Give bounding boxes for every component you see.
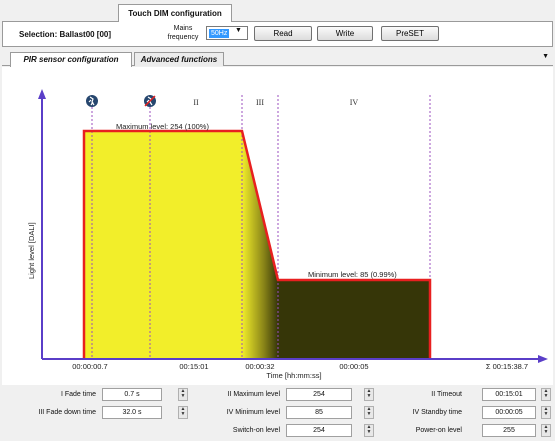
y-axis-label: Light level [DALI]: [27, 222, 36, 279]
tab-pir-sensor-configuration[interactable]: PIR sensor configuration: [10, 52, 132, 67]
mains-label-line2: frequency: [167, 34, 199, 41]
timeout-input[interactable]: 00:15:01: [482, 388, 536, 401]
toolbar: Selection: Ballast00 [00] Mains frequenc…: [2, 21, 553, 47]
chevron-down-icon[interactable]: ▼: [235, 27, 242, 34]
maximum-level-label: II Maximum level: [227, 391, 280, 398]
pir-no-motion-icon: [144, 95, 156, 107]
standby-time-label: IV Standby time: [412, 409, 462, 416]
x-tick-label-1: 00:00:00.7: [72, 362, 107, 371]
level-area-high: [84, 131, 242, 359]
maximum-level-input[interactable]: 254: [286, 388, 352, 401]
power-on-level-stepper[interactable]: ▲ ▼: [541, 424, 551, 437]
maximum-level-stepper[interactable]: ▲ ▼: [364, 388, 374, 401]
timeout-label: II Timeout: [431, 391, 462, 398]
phase-label-3: III: [256, 98, 264, 107]
x-axis-label: Time [hh:mm:ss]: [266, 371, 321, 380]
chevron-down-icon[interactable]: ▼: [542, 53, 549, 60]
x-tick-label-4: 00:00:05: [339, 362, 368, 371]
frequency-value: 50Hz: [209, 29, 230, 38]
read-button[interactable]: Read: [254, 26, 312, 41]
level-area-low: [278, 280, 430, 359]
fade-down-time-stepper[interactable]: ▲ ▼: [178, 406, 188, 419]
minimum-level-stepper[interactable]: ▲ ▼: [364, 406, 374, 419]
tab-touch-dim-configuration[interactable]: Touch DIM configuration: [118, 4, 232, 22]
switch-on-level-stepper[interactable]: ▲ ▼: [364, 424, 374, 437]
min-level-label: Minimum level: 85 (0.99%): [308, 270, 397, 279]
y-axis-arrow: [38, 89, 46, 99]
timeout-stepper[interactable]: ▲ ▼: [541, 388, 551, 401]
tab-advanced-functions[interactable]: Advanced functions: [134, 52, 224, 66]
sub-tab-bar: PIR sensor configuration Advanced functi…: [2, 50, 553, 67]
phase-label-2: II: [193, 98, 199, 107]
preset-button[interactable]: PreSET: [381, 26, 439, 41]
level-area-fade: [242, 131, 278, 359]
standby-time-stepper[interactable]: ▲ ▼: [541, 406, 551, 419]
x-tick-label-2: 00:15:01: [179, 362, 208, 371]
mains-frequency-label: Mains frequency: [161, 24, 205, 42]
mains-label-line1: Mains: [173, 25, 193, 32]
parameter-panel: I Fade time 0.7 s ▲ ▼ III Fade down time …: [2, 385, 553, 441]
switch-on-level-label: Switch-on level: [232, 427, 280, 434]
max-level-label: Maximum level: 254 (100%): [116, 122, 209, 131]
power-on-level-label: Power-on level: [415, 427, 462, 434]
fade-time-label: I Fade time: [60, 391, 96, 398]
selection-label: Selection: Ballast00 [00]: [19, 30, 112, 39]
minimum-level-label: IV Minimum level: [226, 409, 280, 416]
write-button[interactable]: Write: [317, 26, 373, 41]
x-tick-label-3: 00:00:32: [245, 362, 274, 371]
fade-time-input[interactable]: 0.7 s: [102, 388, 162, 401]
fade-down-time-input[interactable]: 32.0 s: [102, 406, 162, 419]
total-time-label: Σ 00:15:38.7: [486, 362, 528, 371]
power-on-level-input[interactable]: 255: [482, 424, 536, 437]
x-axis-arrow: [538, 355, 548, 363]
phase-label-4: IV: [350, 98, 359, 107]
level-outline: [82, 129, 432, 359]
pir-timing-chart: II III IV Maximum level: 254 (100%) Mini…: [2, 67, 553, 385]
minimum-level-input[interactable]: 85: [286, 406, 352, 419]
frequency-select[interactable]: 50Hz: [206, 26, 248, 40]
fade-time-stepper[interactable]: ▲ ▼: [178, 388, 188, 401]
pir-motion-icon: [86, 95, 98, 107]
switch-on-level-input[interactable]: 254: [286, 424, 352, 437]
standby-time-input[interactable]: 00:00:05: [482, 406, 536, 419]
fade-down-time-label: III Fade down time: [38, 409, 96, 416]
